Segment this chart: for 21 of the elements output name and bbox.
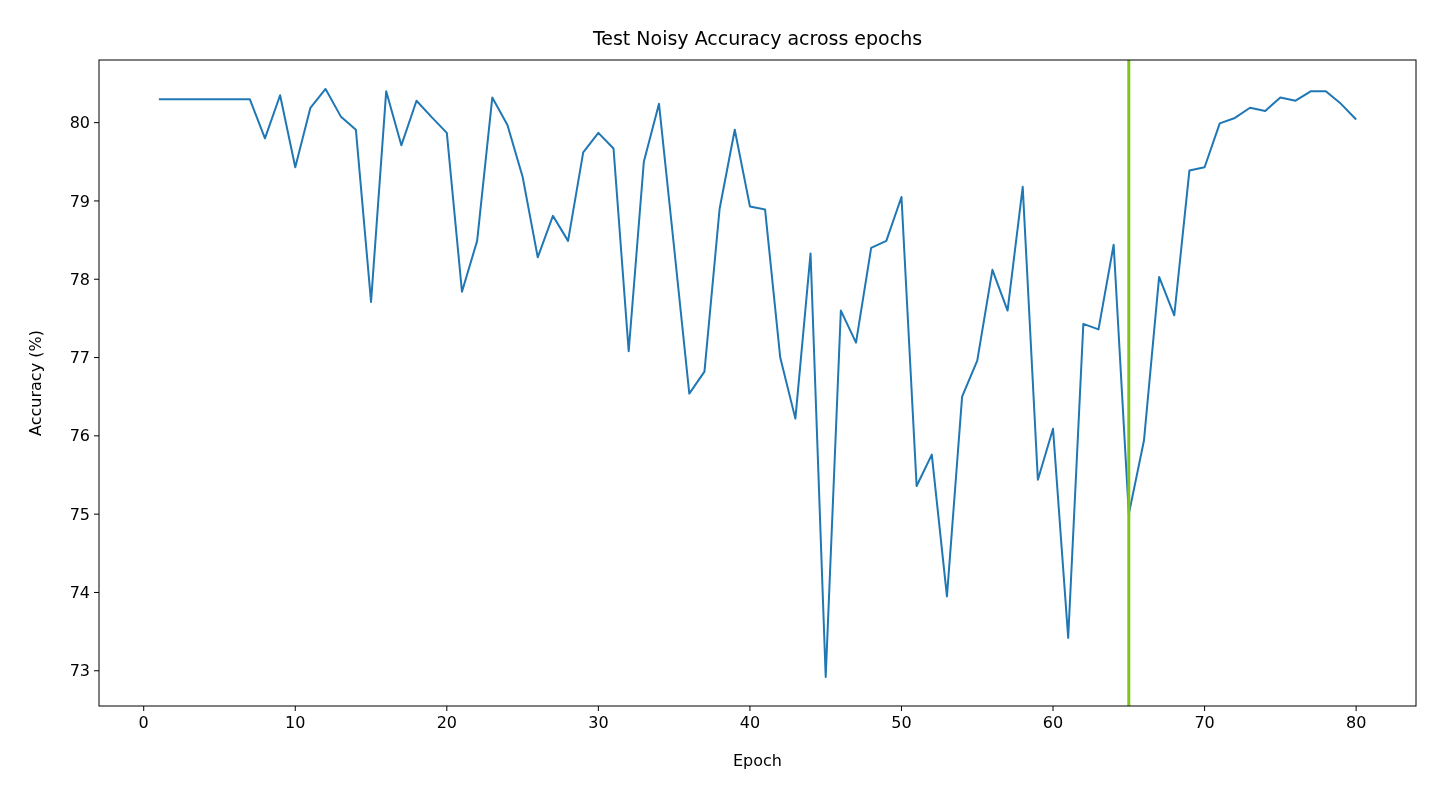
y-tick-label: 74 <box>69 583 90 603</box>
y-tick-label: 78 <box>69 269 90 289</box>
x-tick-label: 20 <box>436 713 457 732</box>
x-tick-label: 30 <box>588 713 609 732</box>
x-tick-label: 60 <box>1042 713 1064 732</box>
y-tick-label: 73 <box>69 661 90 681</box>
x-tick-label: 0 <box>138 713 149 732</box>
y-tick-label: 80 <box>69 113 90 133</box>
x-tick-label: 80 <box>1345 713 1367 732</box>
y-axis-title: Accuracy (%) <box>26 330 45 436</box>
x-tick-label: 10 <box>285 713 306 732</box>
y-tick-label: 75 <box>69 504 90 524</box>
x-tick-label: 40 <box>739 713 761 732</box>
line-series <box>157 87 1358 679</box>
y-tick-label: 79 <box>69 191 90 211</box>
y-tick-label: 76 <box>69 426 90 446</box>
x-tick-label: 50 <box>891 713 912 732</box>
x-axis-title: Epoch <box>733 751 782 770</box>
x-tick-label: 70 <box>1194 713 1215 732</box>
chart-title: Test Noisy Accuracy across epochs <box>591 27 923 49</box>
y-tick-label: 77 <box>69 348 90 368</box>
